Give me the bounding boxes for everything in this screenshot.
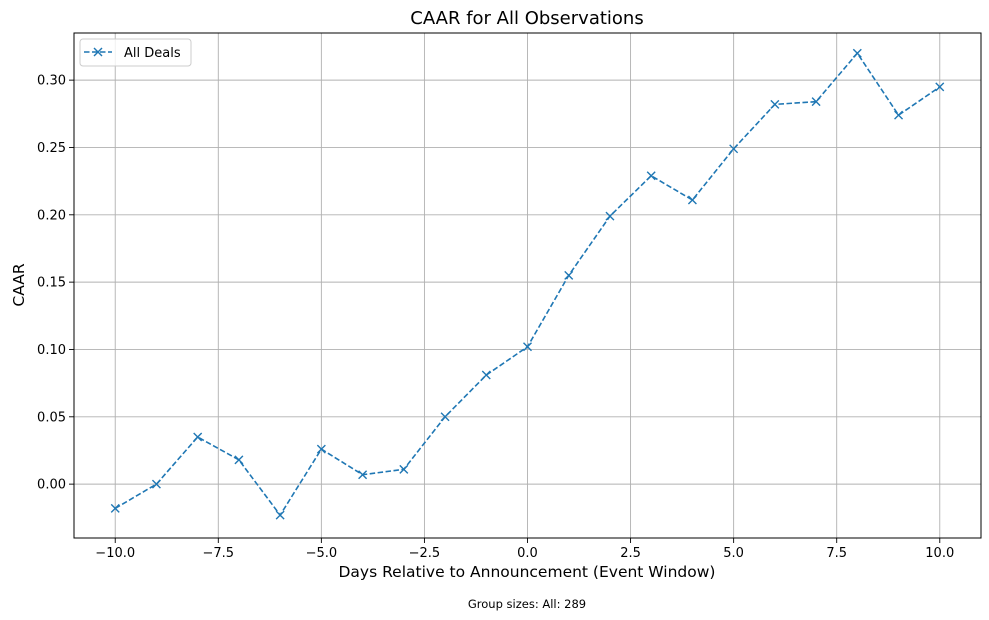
data-point-x-marker	[399, 464, 409, 474]
x-tick-label: −5.0	[306, 546, 338, 561]
data-point-x-marker	[316, 444, 326, 454]
y-tick-label: 0.30	[37, 74, 66, 89]
y-tick-label: 0.10	[37, 343, 66, 358]
data-point-x-marker	[605, 211, 615, 221]
group-sizes-footnote: Group sizes: All: 289	[468, 597, 586, 611]
x-tick-label: 0.0	[517, 546, 538, 561]
data-point-x-marker	[770, 99, 780, 109]
y-tick-label: 0.05	[37, 410, 66, 425]
x-tick-label: −2.5	[409, 546, 441, 561]
x-tick-label: 10.0	[925, 546, 954, 561]
x-axis-label: Days Relative to Announcement (Event Win…	[339, 563, 716, 581]
data-point-x-marker	[564, 270, 574, 280]
data-point-x-marker	[193, 432, 203, 442]
chart-title: CAAR for All Observations	[410, 8, 643, 29]
y-tick-label: 0.25	[37, 141, 66, 156]
legend: All Deals	[79, 38, 192, 67]
data-point-x-marker	[811, 97, 821, 107]
data-point-x-marker	[894, 110, 904, 120]
data-point-x-marker	[852, 48, 862, 58]
data-point-x-marker	[481, 370, 491, 380]
data-point-x-marker	[110, 503, 120, 513]
data-point-x-marker	[687, 195, 697, 205]
data-point-x-marker	[935, 82, 945, 92]
grid	[74, 33, 981, 538]
y-axis: 0.00 0.05 0.10 0.15 0.20 0.25 0.30	[37, 74, 74, 493]
y-axis-label: CAAR	[10, 263, 28, 306]
y-tick-label: 0.00	[37, 478, 66, 493]
y-tick-label: 0.20	[37, 208, 66, 223]
y-tick-label: 0.15	[37, 276, 66, 291]
data-point-x-marker	[729, 144, 739, 154]
x-tick-label: 7.5	[826, 546, 847, 561]
x-tick-label: −10.0	[95, 546, 135, 561]
data-point-x-marker	[646, 171, 656, 181]
data-point-x-marker	[151, 479, 161, 489]
legend-label-all-deals: All Deals	[124, 46, 181, 61]
x-tick-label: 2.5	[620, 546, 641, 561]
legend-box	[79, 38, 192, 67]
series-all-deals	[110, 48, 945, 520]
data-point-x-marker	[440, 412, 450, 422]
x-axis: −10.0 −7.5 −5.0 −2.5 0.0 2.5 5.0 7.5 10.0	[95, 538, 954, 561]
x-tick-label: 5.0	[723, 546, 744, 561]
data-point-x-marker	[275, 510, 285, 520]
legend-marker-x-icon	[93, 47, 103, 57]
data-point-x-marker	[523, 342, 532, 352]
data-point-x-marker	[234, 455, 244, 465]
data-point-x-marker	[358, 470, 368, 480]
x-tick-label: −7.5	[203, 546, 235, 561]
